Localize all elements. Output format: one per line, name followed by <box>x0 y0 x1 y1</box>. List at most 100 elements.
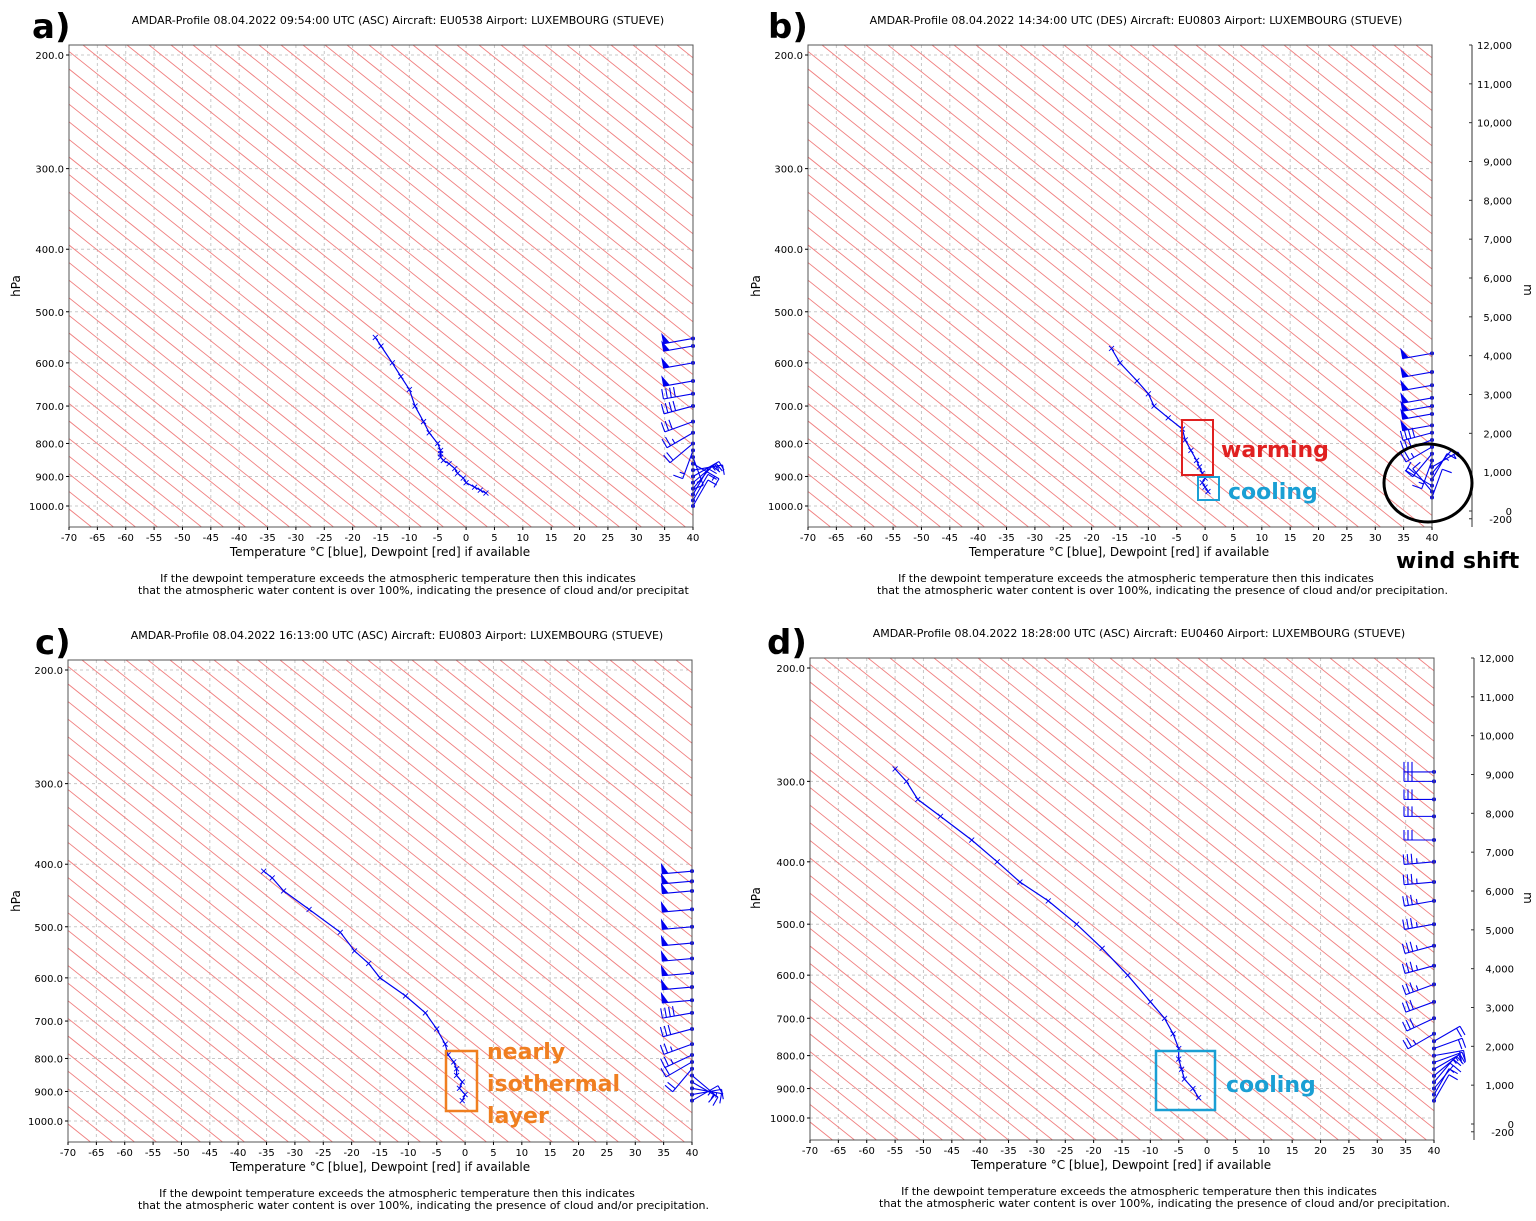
wind-barb-half <box>711 475 716 481</box>
x-tick-label: 35 <box>1397 533 1410 544</box>
wind-barb <box>1400 419 1434 432</box>
isotherm-line <box>1006 660 1536 1142</box>
warming-label: warming <box>1221 438 1329 463</box>
temperature-point-marker <box>456 1085 463 1092</box>
temperature-point-marker <box>1188 447 1194 454</box>
isotherm-line <box>931 45 1432 446</box>
isotherm-line <box>169 660 692 1079</box>
wind-barb-full <box>668 419 673 430</box>
isotherm-line <box>1151 45 1432 270</box>
isotherm-line <box>69 332 312 527</box>
wind-barb-half <box>1415 985 1419 991</box>
x-tick-label: 35 <box>657 1148 670 1159</box>
x-tick-label: 35 <box>1399 1146 1412 1157</box>
altitude-tick-label: 3,000 <box>1485 1004 1514 1015</box>
wind-barb <box>660 991 694 1004</box>
x-tick-label: 30 <box>630 533 643 544</box>
x-tick-label: -15 <box>373 533 389 544</box>
wind-barb <box>691 468 717 497</box>
wind-barb-full <box>663 1025 668 1036</box>
temperature-point-marker <box>1151 403 1157 409</box>
isotherm-line <box>68 665 663 1142</box>
wind-barb-half <box>671 438 676 444</box>
x-tick-label: 5 <box>1230 533 1236 544</box>
x-tick-label: -20 <box>343 1148 359 1159</box>
isotherm-line <box>1239 45 1432 200</box>
isotherm-line <box>434 45 693 252</box>
isotherm-line <box>808 50 1403 527</box>
temperature-point-marker <box>1182 437 1189 443</box>
isotherm-line <box>1241 658 1434 813</box>
altitude-tick-label: 4,000 <box>1483 352 1512 363</box>
temperature-point-marker <box>1181 1076 1188 1082</box>
panel-b-xlabel: Temperature °C [blue], Dewpoint [red] if… <box>968 545 1269 559</box>
wind-barb-full <box>1459 1025 1466 1036</box>
wind-barb-pennant <box>660 901 669 913</box>
wind-barb-full <box>1401 1002 1407 1013</box>
wind-barb-full <box>660 1058 666 1068</box>
isotherm-line <box>955 658 1434 1041</box>
altitude-tick-label: 12,000 <box>1477 41 1512 52</box>
panel-c-xlabel: Temperature °C [blue], Dewpoint [red] if… <box>229 1160 530 1174</box>
altitude-tick-label: 6,000 <box>1483 274 1512 285</box>
isotherm-line <box>865 45 1432 499</box>
y-tick-label: 800.0 <box>776 1052 805 1063</box>
wind-barb-half <box>710 1094 715 1100</box>
isotherm-line <box>821 45 1425 527</box>
temperature-point-marker <box>460 475 467 481</box>
wind-barb <box>660 862 694 875</box>
x-tick-label: -30 <box>1029 1146 1045 1157</box>
y-tick-label: 300.0 <box>776 777 805 788</box>
wind-barb-full <box>1406 895 1409 906</box>
wind-barb <box>1400 366 1434 378</box>
wind-barb-pennant <box>661 340 670 352</box>
wind-barb-full <box>1402 874 1405 885</box>
isotherm-line <box>69 138 554 527</box>
y-tick-label: 700.0 <box>776 1014 805 1025</box>
wind-barb <box>660 1006 694 1019</box>
x-tick-label: 30 <box>1369 533 1382 544</box>
isotherm-line <box>1293 45 1536 527</box>
isotherm-line <box>433 660 692 867</box>
panel-letter-c: c) <box>35 623 71 663</box>
isotherm-line <box>1043 658 1434 971</box>
isotherm-line <box>69 103 598 527</box>
isotherm-line <box>808 314 1073 527</box>
wind-barb-full <box>1409 1018 1415 1028</box>
isotherm-line <box>147 660 692 1096</box>
wind-barb-staff <box>1407 1033 1435 1050</box>
x-tick-label: 5 <box>491 533 497 544</box>
isotherm-line <box>0 660 47 1142</box>
panel-d-ylabel: hPa <box>749 887 763 909</box>
wind-barb-pennant <box>660 934 669 947</box>
temperature-point-marker <box>483 490 489 496</box>
temperature-point-marker <box>1205 488 1211 495</box>
wind-shift-label: wind shift <box>1396 549 1520 574</box>
wind-barb-pennant <box>660 950 669 962</box>
isotherm-line <box>69 420 202 527</box>
wind-barb-staff <box>1405 446 1433 463</box>
altitude-tick-label: 3,000 <box>1483 391 1512 402</box>
temperature-point-marker <box>1145 390 1152 397</box>
y-tick-label: 500.0 <box>774 308 803 319</box>
temperature-profile-line <box>894 768 1200 1099</box>
isotherm-line <box>1041 45 1432 358</box>
wind-barb-half <box>1418 481 1424 485</box>
wind-barb-full <box>668 401 673 412</box>
isotherm-line <box>390 45 693 288</box>
isotherm-line <box>698 660 1301 1142</box>
wind-barb-full <box>660 422 666 433</box>
wind-barb-half <box>1410 452 1415 458</box>
wind-barb-half <box>670 1059 674 1065</box>
isotherm-line <box>367 660 692 920</box>
wind-barb <box>660 934 694 947</box>
isotherm-line <box>68 771 531 1142</box>
isotherm-line <box>1283 45 1432 164</box>
wind-barb-full <box>1461 1052 1467 1062</box>
isotherm-line <box>346 45 693 323</box>
x-tick-label: 30 <box>629 1148 642 1159</box>
wind-shift-ellipse <box>1382 442 1474 524</box>
x-tick-label: 40 <box>686 1148 699 1159</box>
wind-barb-staff <box>672 1068 693 1093</box>
isotherm-line <box>808 103 1337 527</box>
